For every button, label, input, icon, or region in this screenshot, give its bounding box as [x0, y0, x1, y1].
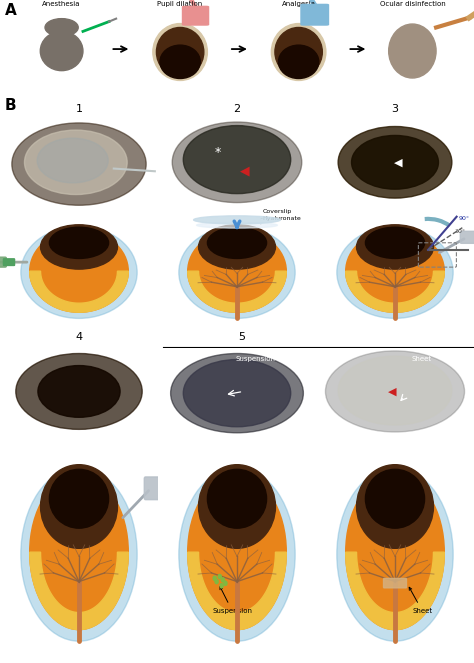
Polygon shape — [30, 552, 128, 630]
Text: Anesthesia: Anesthesia — [42, 1, 81, 7]
Ellipse shape — [271, 24, 326, 80]
Ellipse shape — [183, 359, 291, 427]
Text: Hyaluronate: Hyaluronate — [261, 216, 301, 224]
Polygon shape — [346, 271, 444, 312]
Text: Analgesia: Analgesia — [282, 1, 316, 7]
Text: Sheet: Sheet — [412, 356, 432, 362]
Ellipse shape — [41, 225, 118, 269]
Ellipse shape — [193, 216, 281, 224]
Text: ◀: ◀ — [388, 387, 396, 396]
Text: 5: 5 — [238, 332, 245, 342]
Ellipse shape — [365, 469, 425, 528]
Ellipse shape — [275, 27, 322, 76]
Ellipse shape — [179, 468, 295, 641]
Text: ◀: ◀ — [394, 157, 402, 167]
Text: 1: 1 — [75, 103, 82, 114]
Ellipse shape — [172, 122, 302, 203]
Text: 3: 3 — [392, 103, 399, 114]
Ellipse shape — [21, 468, 137, 641]
Text: Suspension: Suspension — [236, 356, 276, 362]
Ellipse shape — [25, 130, 127, 194]
Ellipse shape — [389, 24, 436, 78]
Ellipse shape — [171, 353, 303, 433]
Text: 90°: 90° — [458, 215, 469, 221]
Polygon shape — [188, 552, 286, 630]
Ellipse shape — [38, 365, 120, 417]
Text: Ocular disinfection: Ocular disinfection — [380, 1, 445, 7]
Ellipse shape — [156, 27, 204, 76]
Ellipse shape — [153, 24, 207, 80]
Polygon shape — [346, 552, 444, 630]
Ellipse shape — [199, 225, 275, 269]
Ellipse shape — [208, 469, 266, 528]
Text: A: A — [5, 3, 17, 18]
Text: Suspension: Suspension — [212, 587, 252, 613]
Text: 30°: 30° — [455, 229, 466, 234]
Ellipse shape — [188, 230, 286, 312]
Ellipse shape — [179, 227, 295, 318]
Ellipse shape — [346, 475, 444, 630]
Circle shape — [213, 576, 216, 580]
Circle shape — [215, 579, 218, 583]
Ellipse shape — [183, 125, 291, 194]
FancyBboxPatch shape — [0, 257, 6, 267]
Ellipse shape — [337, 468, 453, 641]
Ellipse shape — [160, 45, 200, 78]
Ellipse shape — [12, 123, 146, 206]
Ellipse shape — [208, 227, 266, 259]
Ellipse shape — [30, 475, 128, 630]
FancyBboxPatch shape — [383, 578, 407, 588]
Ellipse shape — [21, 227, 137, 318]
FancyBboxPatch shape — [144, 477, 169, 500]
Ellipse shape — [326, 351, 465, 432]
Ellipse shape — [30, 230, 128, 312]
Ellipse shape — [338, 356, 452, 425]
Ellipse shape — [199, 465, 275, 548]
Text: Pupil dilation: Pupil dilation — [157, 1, 203, 7]
FancyBboxPatch shape — [460, 231, 474, 243]
Ellipse shape — [49, 469, 109, 528]
Text: B: B — [4, 98, 16, 113]
Ellipse shape — [279, 45, 319, 78]
FancyBboxPatch shape — [301, 5, 328, 25]
Circle shape — [220, 583, 223, 588]
Circle shape — [221, 578, 225, 582]
Text: Sheet: Sheet — [409, 587, 432, 613]
Polygon shape — [30, 271, 128, 312]
Ellipse shape — [356, 465, 433, 548]
Ellipse shape — [16, 353, 142, 430]
Ellipse shape — [197, 222, 277, 228]
Ellipse shape — [41, 465, 118, 548]
Text: 2: 2 — [233, 103, 241, 114]
Ellipse shape — [346, 230, 444, 312]
Ellipse shape — [352, 135, 438, 189]
Ellipse shape — [49, 227, 109, 259]
Polygon shape — [188, 271, 286, 312]
Ellipse shape — [37, 138, 108, 183]
FancyBboxPatch shape — [3, 259, 15, 265]
Ellipse shape — [40, 31, 83, 71]
FancyBboxPatch shape — [182, 7, 209, 25]
Ellipse shape — [188, 475, 286, 630]
Ellipse shape — [365, 227, 425, 259]
Text: *: * — [215, 146, 221, 159]
Circle shape — [218, 574, 221, 579]
Ellipse shape — [337, 227, 453, 318]
Ellipse shape — [45, 19, 78, 36]
Text: ◀: ◀ — [240, 164, 250, 178]
Ellipse shape — [356, 225, 433, 269]
Text: Coverslip: Coverslip — [261, 210, 292, 219]
Text: 4: 4 — [75, 332, 82, 342]
Circle shape — [224, 581, 227, 585]
Ellipse shape — [338, 127, 452, 198]
